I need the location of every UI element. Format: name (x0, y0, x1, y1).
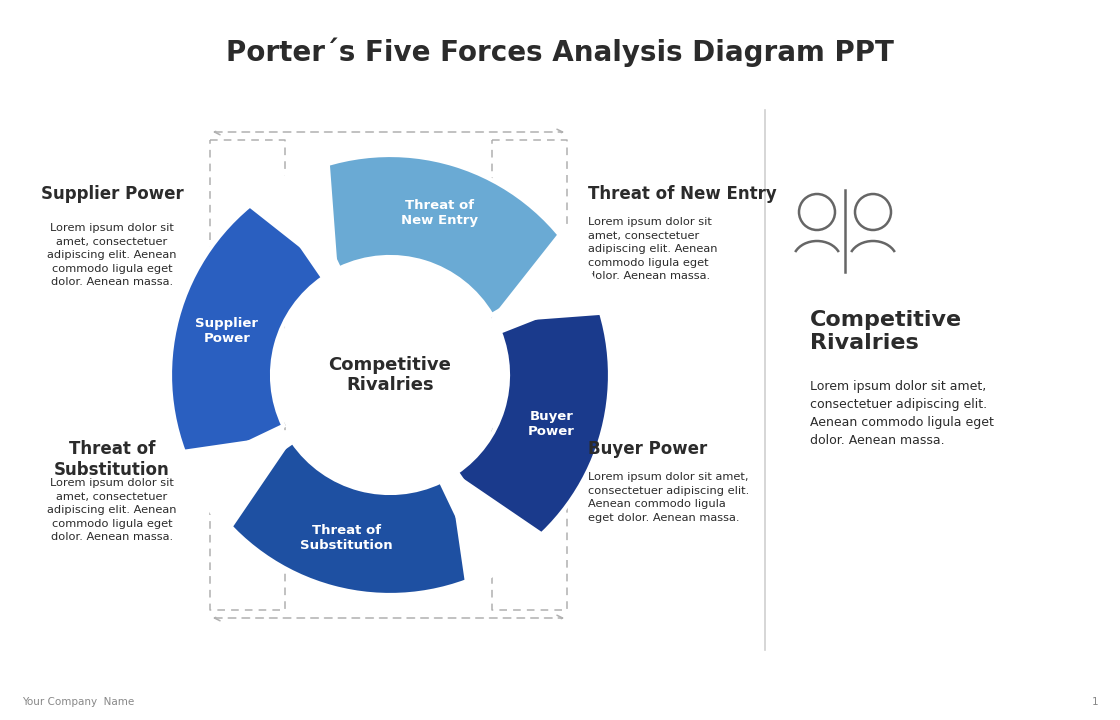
Text: Competitive
Rivalries: Competitive Rivalries (328, 356, 451, 395)
Wedge shape (170, 194, 324, 469)
Polygon shape (448, 468, 553, 594)
Text: Threat of
New Entry: Threat of New Entry (401, 199, 478, 228)
Text: Lorem ipsum dolor sit
amet, consectetuer
adipiscing elit. Aenean
commodo ligula : Lorem ipsum dolor sit amet, consectetuer… (588, 217, 718, 282)
Wedge shape (208, 442, 485, 595)
Text: Your Company  Name: Your Company Name (22, 697, 134, 707)
Text: 1: 1 (1091, 697, 1098, 707)
Text: Supplier Power: Supplier Power (40, 185, 184, 203)
Polygon shape (171, 433, 297, 538)
Text: Buyer Power: Buyer Power (588, 440, 707, 458)
Polygon shape (487, 224, 614, 323)
Text: Porter´s Five Forces Analysis Diagram PPT: Porter´s Five Forces Analysis Diagram PP… (226, 37, 894, 67)
Wedge shape (296, 155, 579, 315)
Text: Threat of
Substitution: Threat of Substitution (54, 440, 170, 479)
Circle shape (276, 260, 505, 490)
Text: Threat of New Entry: Threat of New Entry (588, 185, 777, 203)
Wedge shape (457, 294, 610, 557)
Text: Threat of
Substitution: Threat of Substitution (300, 524, 393, 552)
Text: Lorem ipsum dolor sit amet,
consectetuer adipiscing elit.
Aenean commodo ligula
: Lorem ipsum dolor sit amet, consectetuer… (588, 472, 749, 523)
Text: Competitive
Rivalries: Competitive Rivalries (810, 310, 962, 354)
Polygon shape (239, 151, 338, 278)
Text: Supplier
Power: Supplier Power (195, 318, 259, 346)
Text: Lorem ipsum dolor sit
amet, consectetuer
adipiscing elit. Aenean
commodo ligula : Lorem ipsum dolor sit amet, consectetuer… (47, 478, 177, 542)
Text: Buyer
Power: Buyer Power (529, 410, 575, 438)
Text: Lorem ipsum dolor sit
amet, consectetuer
adipiscing elit. Aenean
commodo ligula : Lorem ipsum dolor sit amet, consectetuer… (47, 223, 177, 287)
Text: Lorem ipsum dolor sit amet,
consectetuer adipiscing elit.
Aenean commodo ligula : Lorem ipsum dolor sit amet, consectetuer… (810, 380, 993, 447)
